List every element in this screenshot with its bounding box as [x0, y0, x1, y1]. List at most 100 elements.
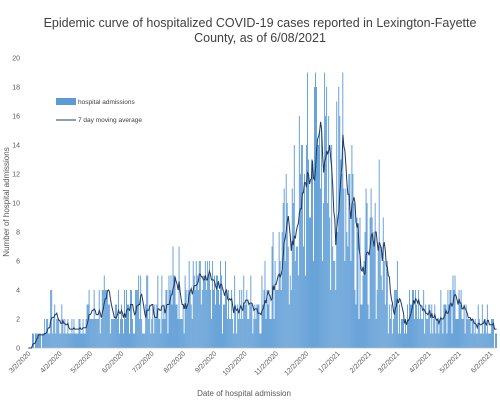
bar	[32, 333, 33, 348]
bar	[101, 290, 103, 348]
bar	[74, 333, 76, 348]
bar	[106, 290, 108, 348]
bar	[93, 290, 95, 348]
bar	[287, 246, 289, 348]
bar	[107, 304, 109, 348]
bar	[162, 319, 164, 348]
bar	[217, 275, 218, 348]
bar	[412, 290, 414, 348]
bar	[298, 116, 300, 348]
bar	[154, 304, 156, 348]
bar	[79, 319, 81, 348]
bar	[410, 304, 411, 348]
bar	[123, 333, 124, 348]
bar	[330, 290, 332, 348]
bar	[141, 319, 143, 348]
bar	[471, 319, 473, 348]
bar	[426, 319, 428, 348]
bar	[467, 319, 469, 348]
bar	[240, 319, 242, 348]
bar	[461, 319, 463, 348]
bar	[455, 319, 457, 348]
bar	[483, 319, 485, 348]
bar	[99, 333, 101, 348]
bar	[173, 275, 175, 348]
bar	[464, 333, 466, 348]
bar	[189, 290, 191, 348]
bar	[65, 333, 67, 348]
bar	[75, 333, 77, 348]
bar	[78, 319, 80, 348]
bar	[419, 319, 421, 348]
bar	[198, 261, 200, 348]
bar	[315, 72, 316, 348]
bar	[245, 304, 247, 348]
bar	[364, 232, 366, 348]
bar	[58, 319, 60, 348]
bar	[279, 261, 281, 348]
bar	[486, 304, 488, 348]
y-axis-ticks: 0 2 4 6 8 10 12 14 16 18 20	[12, 56, 20, 353]
bar	[417, 319, 419, 348]
bar	[489, 333, 491, 348]
bar	[363, 261, 365, 348]
bar	[463, 304, 465, 348]
bar	[225, 261, 227, 348]
bar	[369, 217, 371, 348]
bar	[374, 203, 376, 348]
bar	[130, 290, 131, 348]
bar	[434, 304, 436, 348]
bar	[435, 333, 437, 348]
x-tick-label: 10/2/2020	[222, 350, 249, 377]
bar	[405, 319, 406, 348]
bar	[178, 246, 180, 348]
bar	[159, 319, 161, 348]
bar	[357, 232, 359, 348]
bar	[257, 304, 259, 348]
bar	[223, 304, 224, 348]
bar	[166, 290, 168, 348]
bar	[87, 304, 89, 348]
bar	[403, 319, 404, 348]
x-tick-label: 3/2/2020	[8, 350, 32, 374]
moving-average-line	[28, 121, 497, 349]
bar	[425, 304, 427, 348]
bar	[82, 319, 84, 348]
bar	[218, 290, 219, 348]
bar	[259, 333, 261, 348]
bar	[163, 304, 165, 348]
bar	[67, 319, 69, 348]
bar	[52, 333, 54, 348]
bar	[235, 304, 237, 348]
bar	[474, 319, 476, 348]
bar	[111, 319, 113, 348]
bar	[188, 261, 190, 348]
bar	[284, 261, 286, 348]
bar	[202, 275, 204, 348]
bar	[160, 333, 162, 348]
bar	[54, 304, 56, 348]
bar	[376, 290, 378, 348]
bar	[400, 319, 402, 348]
bar	[211, 261, 213, 348]
bar	[95, 319, 97, 348]
bar	[349, 174, 351, 348]
bar	[311, 159, 312, 348]
bar	[88, 290, 90, 348]
bar	[200, 304, 202, 348]
x-tick-label: 3/2/2021	[377, 350, 401, 374]
bar	[71, 319, 73, 348]
bar	[415, 290, 417, 348]
bar	[355, 304, 357, 348]
bar	[97, 319, 99, 348]
bar	[482, 333, 484, 348]
bar	[264, 261, 266, 348]
bar	[182, 304, 184, 348]
x-tick-label: 5/2/2021	[439, 350, 463, 374]
bar	[135, 290, 137, 348]
bar	[490, 319, 492, 348]
bar	[128, 304, 129, 348]
bar	[444, 304, 446, 348]
bar	[134, 333, 136, 348]
bar	[94, 319, 96, 348]
